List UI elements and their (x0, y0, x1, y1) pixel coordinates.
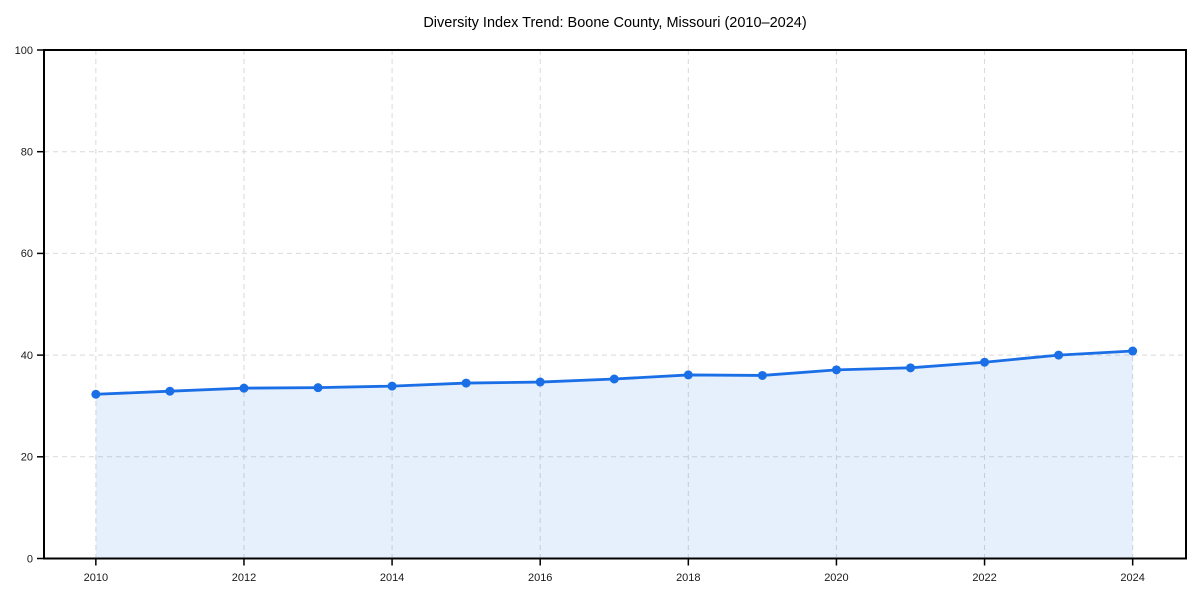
y-tick-label: 100 (15, 45, 33, 57)
data-point (165, 386, 175, 396)
data-point (683, 370, 693, 380)
area-fill (95, 351, 1133, 559)
y-tick-label: 0 (27, 553, 33, 565)
x-tick-label: 2010 (84, 572, 108, 584)
y-tick-label: 40 (21, 350, 33, 362)
x-tick-label: 2024 (1120, 572, 1144, 584)
data-point (1054, 350, 1064, 360)
tick-labels-layer: 0 20 40 60 80 100 2010 2012 2014 2016 2018 2020 2022… (15, 45, 1145, 584)
data-point (905, 363, 915, 373)
data-point (757, 370, 767, 380)
data-point (831, 365, 841, 375)
data-point (91, 389, 101, 399)
data-point (387, 381, 397, 391)
gridlines (44, 49, 1186, 559)
x-tick-label: 2016 (528, 572, 552, 584)
area-fill-layer (95, 351, 1133, 559)
x-tick-label: 2012 (232, 572, 256, 584)
y-tick-label: 20 (21, 452, 33, 464)
data-point (1128, 346, 1138, 356)
axes-frame-layer (43, 49, 1187, 560)
chart-title: Diversity Index Trend: Boone County, Mis… (423, 15, 806, 31)
x-tick-label: 2020 (824, 572, 848, 584)
tick-marks-layer (37, 49, 1134, 566)
y-tick-label: 80 (21, 147, 33, 159)
data-point (535, 377, 545, 387)
x-tick-label: 2014 (380, 572, 404, 584)
data-points-layer (91, 346, 1138, 399)
data-point (609, 374, 619, 384)
x-tick-label: 2022 (972, 572, 996, 584)
x-tick-label: 2018 (676, 572, 700, 584)
data-point (313, 383, 323, 393)
data-point (461, 378, 471, 388)
axes-frame (43, 49, 1187, 560)
y-tick-label: 60 (21, 248, 33, 260)
data-point (980, 357, 990, 367)
data-point (239, 383, 249, 393)
